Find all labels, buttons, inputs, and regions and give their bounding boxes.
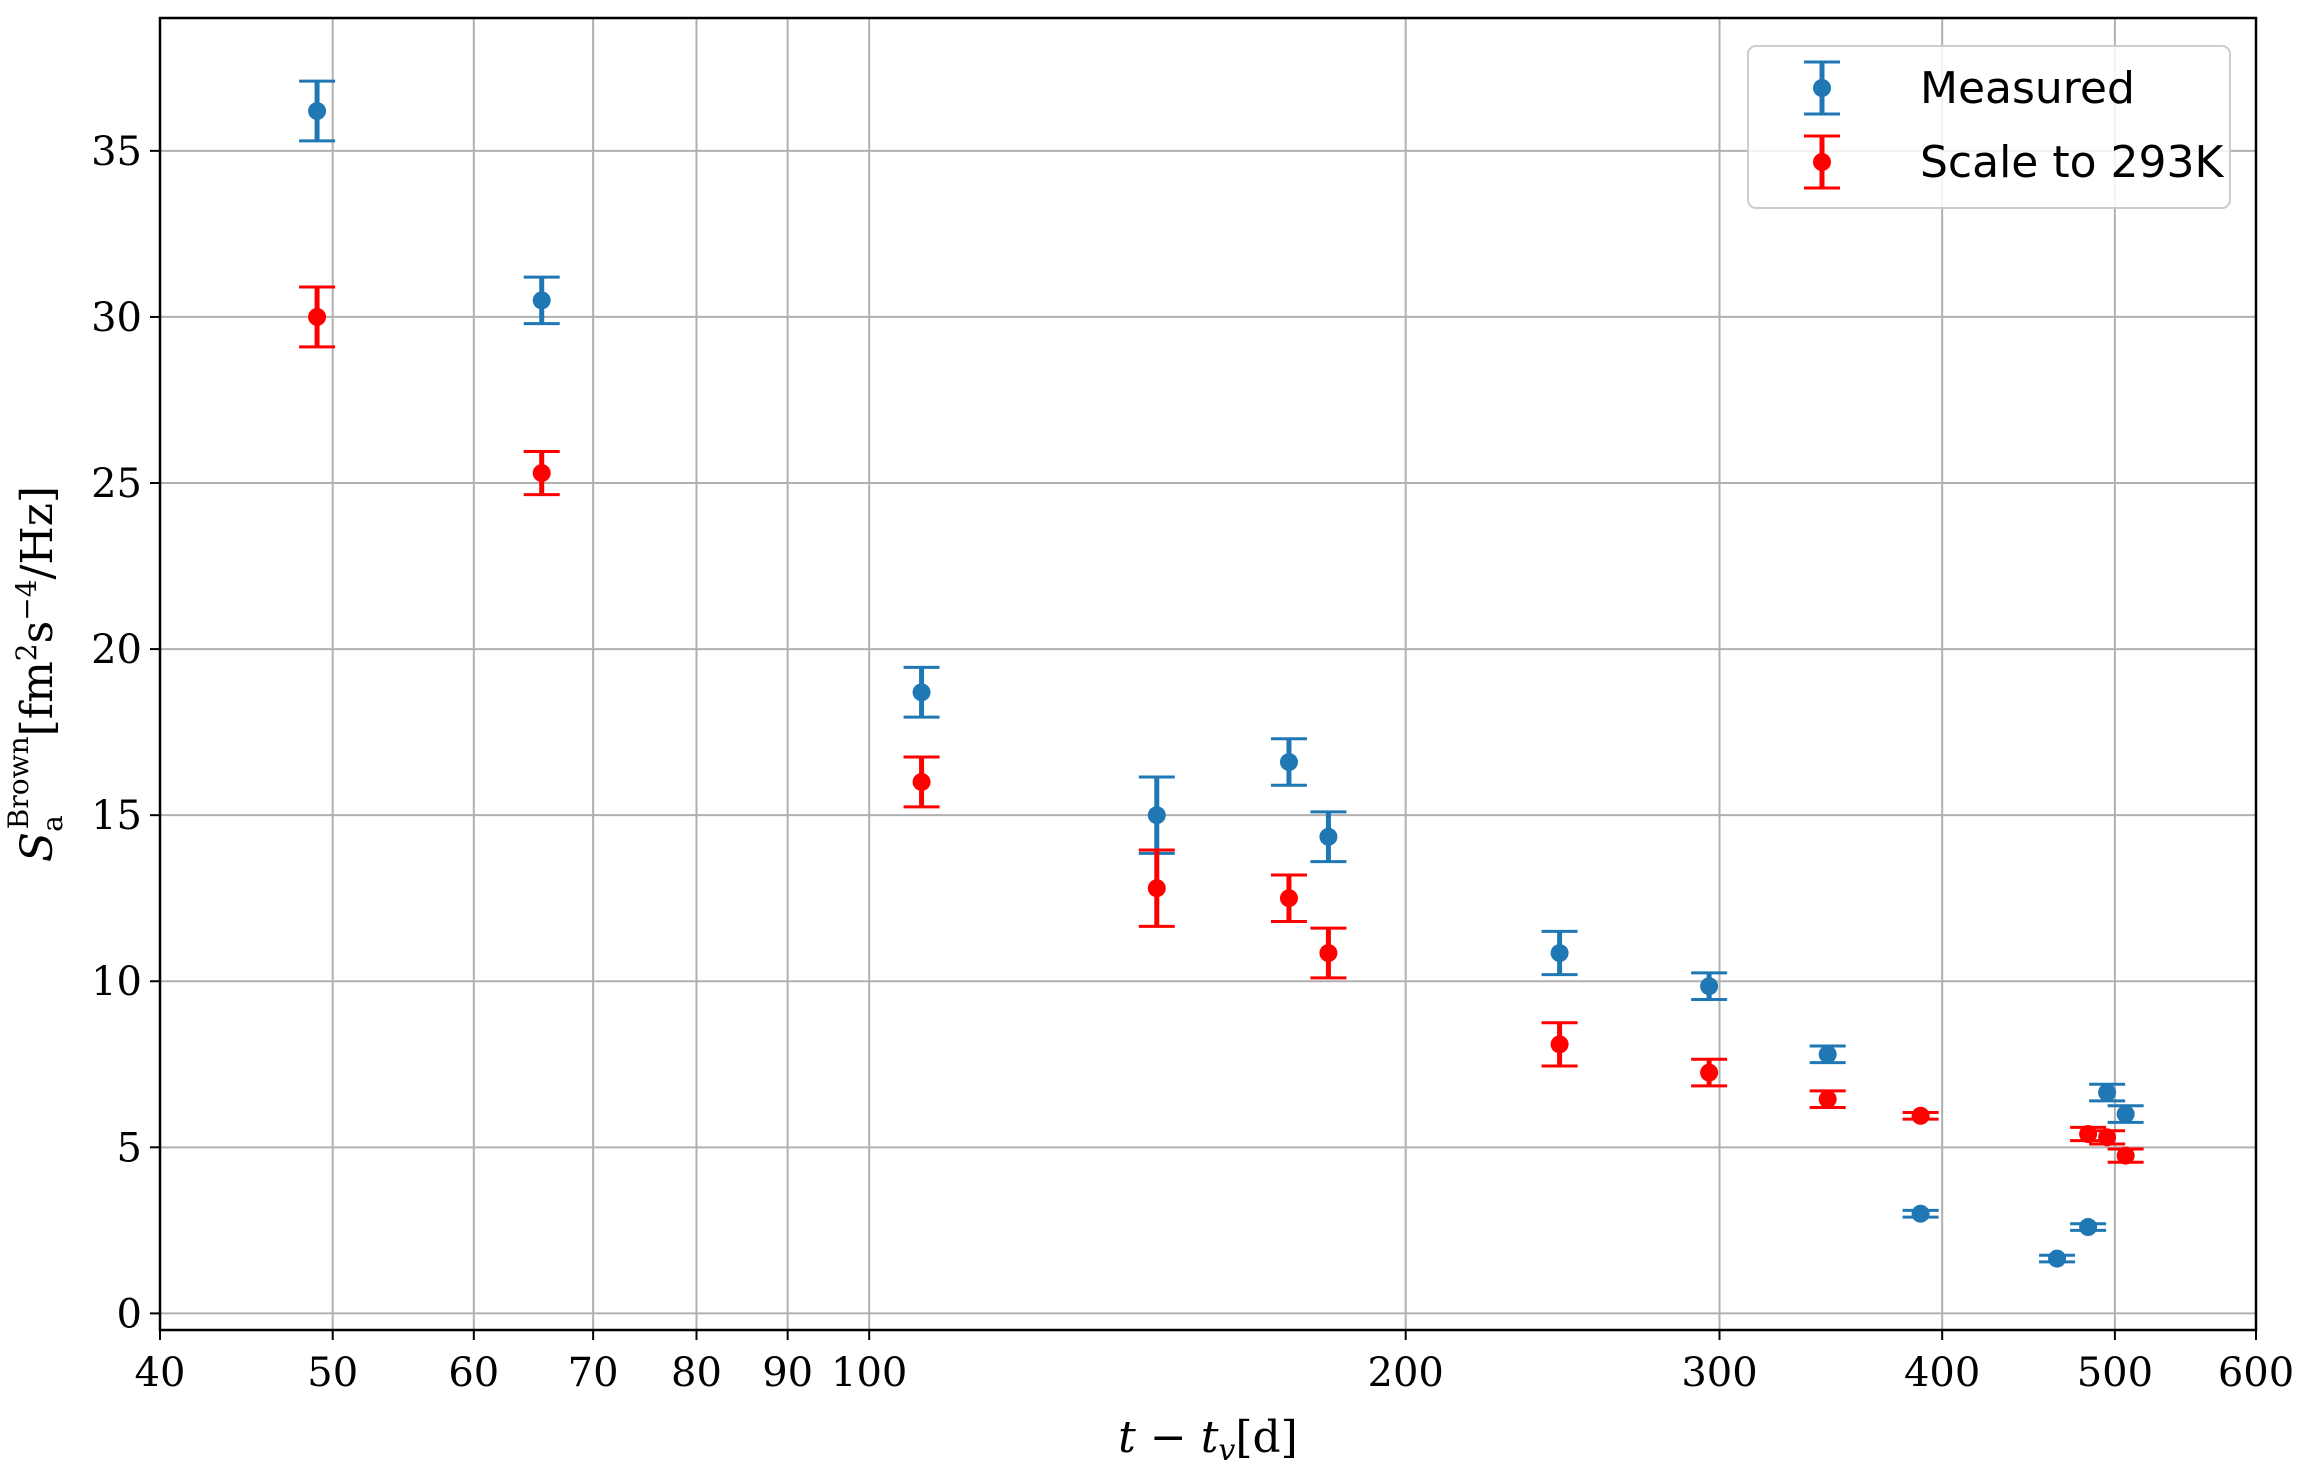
data-point [1319,944,1338,963]
x-tick-label: 50 [307,1350,358,1396]
legend-box [1747,45,2231,209]
data-point [532,291,551,310]
legend-marker-scaled [1804,134,1840,190]
data-point [912,683,931,702]
plot-frame [158,16,2258,1332]
series-measured [299,79,2144,1268]
data-point [1818,1090,1837,1109]
x-label-unit: [d] [1235,1412,1298,1463]
data-point [2098,1083,2117,1102]
data-point [1147,879,1166,898]
y-tick-label: 5 [117,1125,142,1171]
x-tick-label: 600 [2218,1350,2294,1396]
data-point [1818,1045,1837,1064]
y-tick-label: 25 [91,461,142,507]
y-label-unit-end: /Hz] [12,486,63,580]
series-scaled [299,285,2144,1165]
x-tick-label: 100 [831,1350,907,1396]
data-point [2048,1249,2067,1268]
data-point [1279,753,1298,772]
data-point [1279,889,1298,908]
data-point [1319,827,1338,846]
y-label-main: S [12,832,63,862]
data-point [2116,1146,2135,1165]
y-tick-label: 0 [117,1291,142,1337]
y-label-unit-mid: s [12,621,63,644]
y-label-unit-sup: 2 [10,643,43,661]
data-point [1700,977,1719,996]
data-point [1147,806,1166,825]
data-point [2079,1125,2098,1144]
data-point [1911,1106,1930,1125]
x-axis: 40 50 60 70 80 90 100 200 300 400 500 600 [135,1330,2294,1396]
y-axis-label: SaBrown[fm2s−4/Hz] [2,486,69,862]
x-tick-label: 500 [2077,1350,2153,1396]
legend-marker-measured [1804,60,1840,116]
y-tick-label: 10 [91,959,142,1005]
data-point [912,772,931,791]
y-tick-label: 30 [91,295,142,341]
x-tick-label: 60 [448,1350,499,1396]
legend-label-measured: Measured [1920,63,2135,114]
x-tick-label: 70 [568,1350,619,1396]
y-tick-label: 15 [91,793,142,839]
x-tick-label: 400 [1904,1350,1980,1396]
x-axis-label: t − tv[d] [1118,1412,1298,1468]
x-tick-label: 80 [671,1350,722,1396]
data-point [1550,1035,1569,1054]
x-tick-label: 90 [762,1350,813,1396]
data-point [532,464,551,483]
data-point [2116,1105,2135,1124]
x-label-sub: v [1218,1433,1235,1468]
data-point [1550,944,1569,963]
data-point [1911,1204,1930,1223]
data-point [1700,1063,1719,1082]
x-label-main: t − t [1118,1412,1219,1463]
y-tick-label: 35 [91,129,142,175]
x-tick-label: 300 [1681,1350,1757,1396]
x-tick-label: 200 [1368,1350,1444,1396]
legend-point [1813,79,1831,97]
legend-point [1813,153,1831,171]
y-axis: 0 5 10 15 20 25 30 35 [91,129,160,1337]
data-point [308,307,327,326]
y-label-unit-sup2: −4 [10,579,43,620]
data-point [2098,1128,2117,1147]
data-point [2079,1218,2098,1237]
legend-label-scaled: Scale to 293K [1920,137,2225,188]
data-point [308,102,327,121]
y-tick-label: 20 [91,627,142,673]
y-label-sup: Brown [2,736,35,829]
x-tick-label: 40 [135,1350,186,1396]
legend: Measured Scale to 293K [1747,45,2231,209]
y-label-unit: [fm [12,661,63,736]
y-label-sub: a [36,815,69,832]
series-layer [299,79,2144,1268]
